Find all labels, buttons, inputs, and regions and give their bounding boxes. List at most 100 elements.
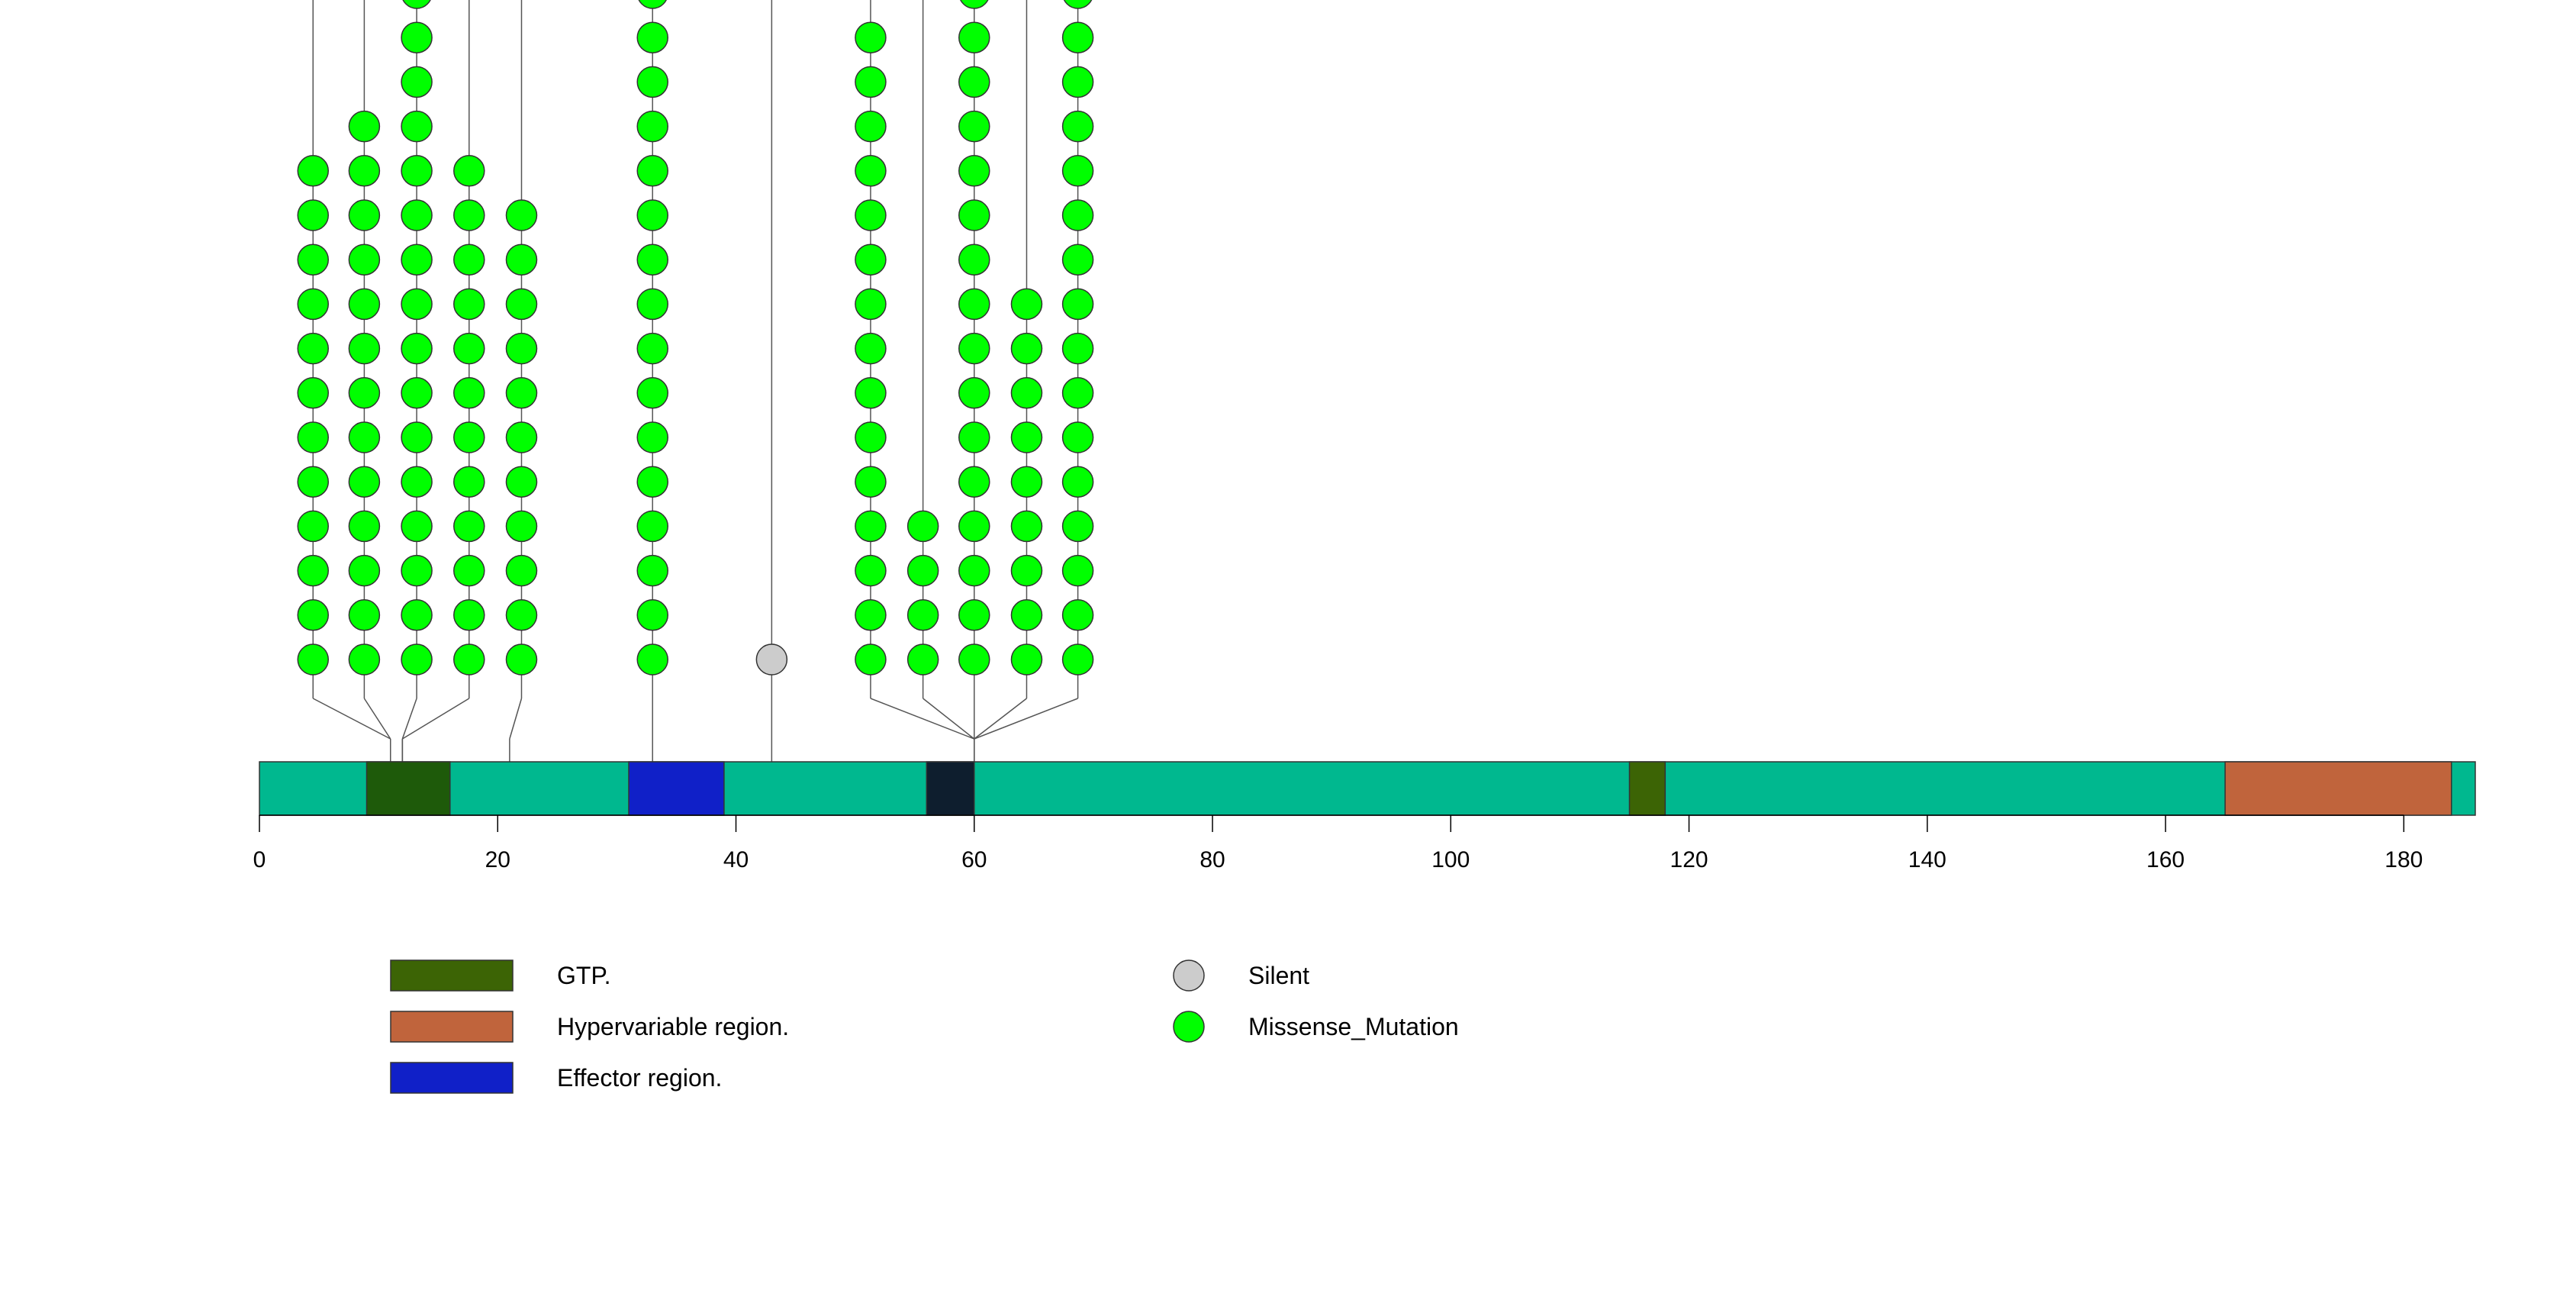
- mutation-dot: [636, 510, 668, 543]
- mutation-dot: [505, 243, 538, 276]
- mutation-dot: [638, 0, 667, 9]
- mutation-dot: [958, 21, 990, 53]
- domain-block: [1628, 761, 1666, 816]
- mutation-dot: [855, 421, 887, 453]
- mutation-dot: [958, 288, 990, 321]
- mutation-dot: [297, 510, 330, 543]
- mutation-dot: [453, 510, 485, 543]
- mutation-dot: [958, 110, 990, 143]
- mutation-dot: [1063, 0, 1093, 9]
- mutation-dot: [348, 377, 381, 409]
- mutation-dot: [348, 110, 381, 143]
- domain-block: [926, 761, 975, 816]
- x-tick-label: 40: [723, 847, 749, 872]
- mutation-dot: [1010, 554, 1043, 587]
- mutation-dot: [636, 421, 668, 453]
- mutation-dot: [906, 554, 939, 587]
- mutation-dot: [855, 155, 887, 187]
- mutation-dot: [1061, 510, 1094, 543]
- mutation-dot: [636, 155, 668, 187]
- mutation-dot: [855, 466, 887, 498]
- mutation-connector-line: [401, 698, 417, 740]
- mutation-dot: [855, 288, 887, 321]
- legend-domain-label: GTP.: [557, 962, 611, 989]
- mutation-dot: [401, 377, 433, 409]
- mutation-dot: [453, 155, 485, 187]
- mutation-dot: [1010, 288, 1043, 321]
- mutation-dot: [855, 554, 887, 587]
- x-tick-label: 180: [2384, 847, 2423, 872]
- mutation-dot: [960, 0, 989, 9]
- mutation-dot: [855, 110, 887, 143]
- mutation-dot: [348, 466, 381, 498]
- mutation-dot: [401, 421, 433, 453]
- mutation-dot: [453, 421, 485, 453]
- mutation-dot: [855, 377, 887, 409]
- mutation-dot: [453, 199, 485, 231]
- mutation-dot: [1061, 332, 1094, 365]
- mutation-dot: [297, 421, 330, 453]
- mutation-dot: [1061, 466, 1094, 498]
- mutation-dot: [297, 599, 330, 631]
- legend-mutation-dot: [1173, 1011, 1205, 1043]
- mutation-connector-line: [923, 698, 975, 740]
- mutation-dot: [348, 199, 381, 231]
- mutation-dot: [636, 332, 668, 365]
- mutation-connector-line: [974, 698, 1027, 740]
- mutation-dot: [348, 332, 381, 365]
- mutation-dot: [1061, 554, 1094, 587]
- mutation-dot: [401, 66, 433, 98]
- mutation-dot: [958, 466, 990, 498]
- mutation-dot: [505, 421, 538, 453]
- mutation-dot: [453, 288, 485, 321]
- mutation-dot: [348, 554, 381, 587]
- mutation-connector-line: [363, 698, 391, 740]
- mutation-dot: [401, 554, 433, 587]
- mutation-connector-line: [870, 698, 975, 740]
- mutation-dot: [1061, 243, 1094, 276]
- x-tick-label: 80: [1199, 847, 1225, 872]
- mutation-dot: [855, 21, 887, 53]
- mutation-dot: [906, 599, 939, 631]
- mutation-dot: [636, 288, 668, 321]
- mutation-dot: [636, 66, 668, 98]
- mutation-dot: [297, 155, 330, 187]
- mutation-dot: [348, 421, 381, 453]
- mutation-dot: [453, 332, 485, 365]
- mutation-dot: [636, 243, 668, 276]
- mutation-dot: [401, 288, 433, 321]
- mutation-dot: [855, 66, 887, 98]
- mutation-dot: [636, 199, 668, 231]
- mutation-dot: [297, 377, 330, 409]
- mutation-dot: [348, 643, 381, 676]
- mutation-dot: [855, 243, 887, 276]
- mutation-dot: [453, 377, 485, 409]
- mutation-dot: [453, 643, 485, 676]
- mutation-dot: [1010, 510, 1043, 543]
- mutation-dot: [1061, 377, 1094, 409]
- mutation-dot: [505, 554, 538, 587]
- mutation-dot: [401, 510, 433, 543]
- mutation-dot: [1061, 21, 1094, 53]
- mutation-dot: [401, 243, 433, 276]
- mutation-dot: [401, 466, 433, 498]
- mutation-dot: [505, 288, 538, 321]
- legend-domain-label: Effector region.: [557, 1064, 722, 1092]
- mutation-dot: [636, 21, 668, 53]
- mutation-dot: [958, 377, 990, 409]
- mutation-dot: [958, 554, 990, 587]
- mutation-dot: [1010, 421, 1043, 453]
- mutation-dot: [297, 554, 330, 587]
- mutation-dot: [348, 510, 381, 543]
- legend-domain-label: Hypervariable region.: [557, 1013, 789, 1040]
- mutation-dot: [401, 332, 433, 365]
- mutation-dot: [1061, 155, 1094, 187]
- x-tick-label: 0: [253, 847, 266, 872]
- mutation-dot: [505, 599, 538, 631]
- x-tick-label: 20: [485, 847, 510, 872]
- mutation-dot: [958, 599, 990, 631]
- x-tick-label: 120: [1670, 847, 1708, 872]
- mutation-dot: [297, 288, 330, 321]
- mutation-dot: [1010, 643, 1043, 676]
- mutation-connector-line: [509, 698, 523, 740]
